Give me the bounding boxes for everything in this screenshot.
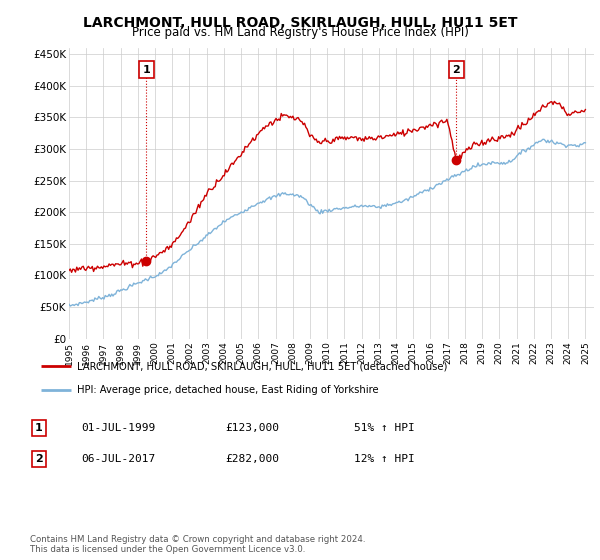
- Text: 51% ↑ HPI: 51% ↑ HPI: [354, 423, 415, 433]
- Text: 1: 1: [35, 423, 43, 433]
- Text: LARCHMONT, HULL ROAD, SKIRLAUGH, HULL, HU11 5ET (detached house): LARCHMONT, HULL ROAD, SKIRLAUGH, HULL, H…: [77, 361, 447, 371]
- Text: 2: 2: [452, 65, 460, 74]
- Text: 12% ↑ HPI: 12% ↑ HPI: [354, 454, 415, 464]
- Text: 06-JUL-2017: 06-JUL-2017: [81, 454, 155, 464]
- Text: £123,000: £123,000: [225, 423, 279, 433]
- Text: Contains HM Land Registry data © Crown copyright and database right 2024.
This d: Contains HM Land Registry data © Crown c…: [30, 535, 365, 554]
- Text: 01-JUL-1999: 01-JUL-1999: [81, 423, 155, 433]
- Text: 2: 2: [35, 454, 43, 464]
- Text: LARCHMONT, HULL ROAD, SKIRLAUGH, HULL, HU11 5ET: LARCHMONT, HULL ROAD, SKIRLAUGH, HULL, H…: [83, 16, 517, 30]
- Text: HPI: Average price, detached house, East Riding of Yorkshire: HPI: Average price, detached house, East…: [77, 385, 379, 395]
- Text: Price paid vs. HM Land Registry's House Price Index (HPI): Price paid vs. HM Land Registry's House …: [131, 26, 469, 39]
- Text: 1: 1: [143, 65, 151, 74]
- Text: £282,000: £282,000: [225, 454, 279, 464]
